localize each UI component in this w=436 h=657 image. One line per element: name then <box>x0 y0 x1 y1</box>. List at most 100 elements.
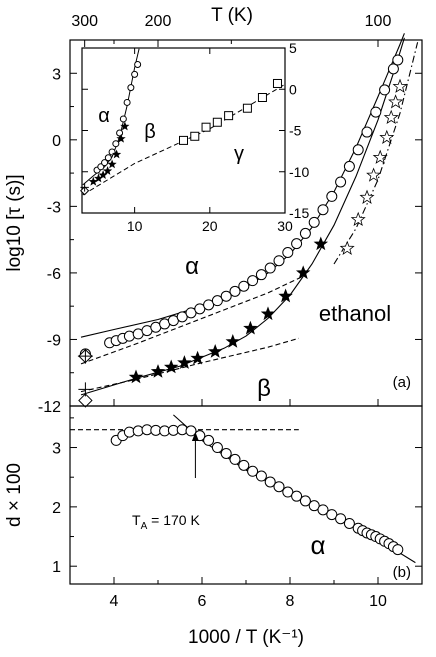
top-ytick-label: -12 <box>38 399 61 416</box>
top-point-open-circle <box>229 285 241 297</box>
inset-frame <box>81 47 286 214</box>
top-point-filled-star <box>313 236 329 251</box>
top-point-open-circle <box>264 262 276 274</box>
top-fit-curve-1 <box>80 275 304 365</box>
material-label: ethanol <box>319 301 391 326</box>
inset-point-open-square <box>201 122 211 132</box>
top-point-open-circle <box>211 295 223 307</box>
bottom-point-open-circle <box>211 442 223 454</box>
top-beta-label: β <box>257 375 271 402</box>
top-point-open-star <box>350 211 366 227</box>
top-point-filled-star <box>150 364 166 378</box>
top-point-filled-star <box>190 350 205 365</box>
top-point-open-diamond <box>78 393 93 408</box>
bottom-ytick-label: 2 <box>52 500 61 517</box>
top-T-tick-label: 100 <box>365 13 392 30</box>
bottom-point-open-circle <box>264 476 276 488</box>
bottom-point-open-circle <box>255 470 267 482</box>
top-point-filled-star <box>128 369 144 384</box>
top-point-open-circle <box>317 204 329 216</box>
top-point-crossed-diamond-cross <box>77 348 93 364</box>
top-point-open-circle <box>387 63 399 75</box>
bottom-point-open-circle <box>247 465 259 477</box>
top-point-open-circle <box>335 176 347 188</box>
top-point-open-circle <box>291 238 303 250</box>
top-point-open-circle <box>392 54 404 66</box>
top-ytick-label: 0 <box>52 133 61 150</box>
bottom-point-open-circle <box>335 513 347 525</box>
ta-annotation-sub: A <box>141 521 148 532</box>
top-point-open-circle <box>308 216 320 228</box>
bottom-y-axis-title: d × 100 <box>4 463 25 527</box>
bottom-point-open-circle <box>273 481 285 493</box>
top-point-open-circle <box>343 160 355 172</box>
inset-point-filled-star <box>102 166 113 175</box>
bottom-xtick-label: 4 <box>110 593 119 610</box>
inset-point-open-square <box>179 135 188 145</box>
bottom-point-open-circle <box>203 434 215 446</box>
top-point-open-circle <box>361 126 373 138</box>
inset-xtick-label: 30 <box>277 218 293 234</box>
bottom-point-open-circle <box>308 500 320 512</box>
bottom-point-open-circle <box>185 425 197 437</box>
inset-point-open-circle <box>112 140 120 148</box>
top-point-open-circle <box>379 84 391 96</box>
inset-ytick-label: -5 <box>289 123 302 139</box>
top-point-plus <box>78 382 93 397</box>
inset-gamma-label: γ <box>234 143 244 165</box>
bottom-ytick-label: 1 <box>52 559 61 576</box>
top-point-open-star <box>339 240 355 255</box>
bottom-point-open-circle <box>343 517 355 529</box>
top-point-filled-star <box>295 265 311 280</box>
ta-annotation: TA = 170 K <box>132 512 200 532</box>
inset-point-plus <box>80 183 89 192</box>
bottom-point-open-circle <box>392 544 404 556</box>
inset-ytick-label: 0 <box>289 81 297 97</box>
top-axis-title: T (K) <box>211 5 253 26</box>
inset-point-open-square <box>242 103 252 113</box>
top-point-open-circle <box>370 106 382 118</box>
top-point-filled-star <box>207 344 223 358</box>
top-point-open-circle <box>194 303 206 315</box>
top-point-open-circle <box>176 311 188 323</box>
bottom-point-open-circle <box>220 447 232 459</box>
bottom-xtick-label: 6 <box>198 593 207 610</box>
top-point-open-circle <box>273 255 285 267</box>
inset-beta-label: β <box>144 121 156 143</box>
bottom-point-open-circle <box>238 459 250 471</box>
top-point-open-circle <box>255 269 267 281</box>
bottom-xtick-label: 8 <box>286 593 295 610</box>
ta-annotation-value: = 170 K <box>147 512 200 528</box>
bottom-point-open-circle <box>317 504 329 516</box>
inset-point-open-circle <box>123 98 131 106</box>
top-point-open-circle <box>238 280 250 292</box>
inset-point-open-circle <box>116 129 124 137</box>
inset-point-open-circle <box>101 159 109 167</box>
top-fit-curve-4 <box>333 42 419 265</box>
top-alpha-label: α <box>185 253 199 280</box>
inset-ytick-label: 5 <box>289 40 297 56</box>
top-point-open-circle <box>185 307 197 319</box>
inset-point-open-square <box>224 111 234 121</box>
bottom-panel-label: (b) <box>393 564 411 581</box>
inset-ytick-label: -15 <box>289 205 309 221</box>
inset-point-open-square <box>257 93 267 102</box>
bottom-ytick-label: 3 <box>52 441 61 458</box>
inset-point-filled-star <box>116 133 126 143</box>
top-point-open-circle <box>203 299 215 311</box>
inset-alpha-label: α <box>98 105 110 127</box>
top-point-open-circle <box>326 190 338 202</box>
inset-point-open-square <box>212 117 222 127</box>
bottom-xtick-label: 10 <box>369 593 387 610</box>
top-point-open-star <box>388 94 404 109</box>
inset-ytick-label: -10 <box>289 164 309 180</box>
inset-point-filled-star <box>88 176 98 186</box>
top-T-tick-label: 200 <box>145 13 172 30</box>
top-point-open-circle <box>282 247 294 259</box>
top-ytick-label: -9 <box>47 332 61 349</box>
inset-point-filled-star <box>111 149 122 159</box>
top-point-open-star <box>379 129 395 145</box>
top-ytick-label: -3 <box>47 199 61 216</box>
top-point-open-star <box>383 109 399 125</box>
